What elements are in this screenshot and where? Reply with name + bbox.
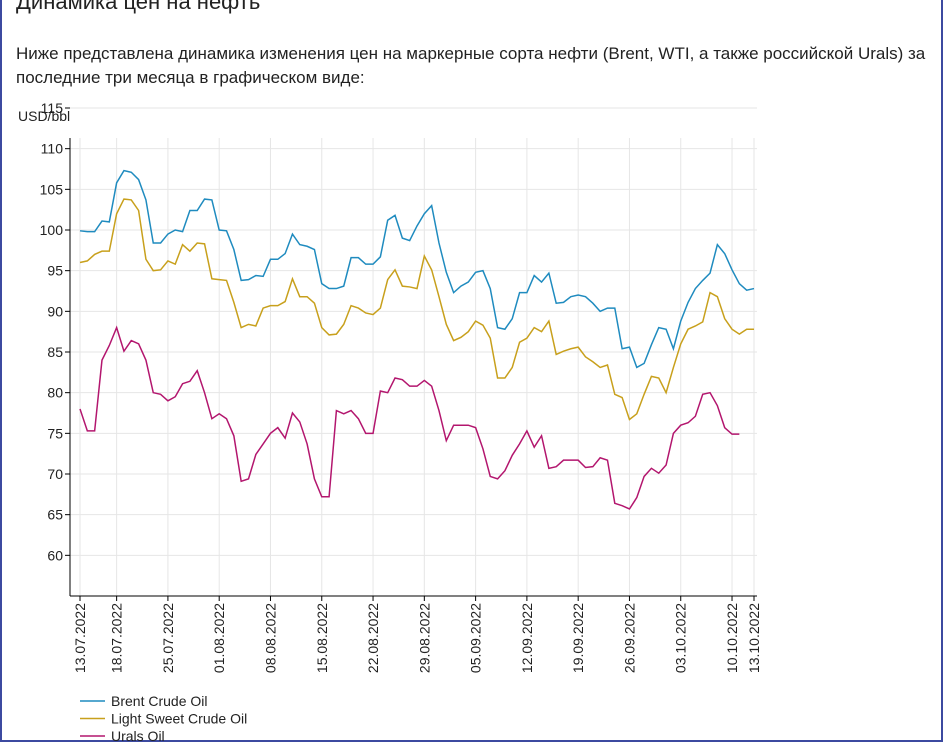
x-tick-label: 03.10.2022 <box>673 603 689 673</box>
legend-label: Urals Oil <box>111 728 165 744</box>
y-tick-label: 75 <box>47 425 63 441</box>
legend-label: Light Sweet Crude Oil <box>111 711 247 727</box>
x-tick-label: 01.08.2022 <box>211 603 227 673</box>
y-tick-label: 70 <box>47 466 63 482</box>
x-tick-label: 25.07.2022 <box>160 603 176 673</box>
y-tick-label: 80 <box>47 385 63 401</box>
y-tick-label: 85 <box>47 344 63 360</box>
y-tick-label: 110 <box>41 141 64 157</box>
x-tick-label: 19.09.2022 <box>570 603 586 673</box>
series-line <box>79 169 755 369</box>
series-line <box>79 198 754 421</box>
heading: Динамика цен на нефть <box>16 0 261 14</box>
x-tick-label: 22.08.2022 <box>365 603 381 673</box>
legend-label: Brent Crude Oil <box>111 693 207 709</box>
y-tick-label: 60 <box>47 547 63 563</box>
x-tick-label: 10.10.2022 <box>724 603 740 673</box>
y-axis-label: USD/bbl <box>18 108 70 124</box>
y-tick-label: 65 <box>47 507 63 523</box>
x-tick-label: 18.07.2022 <box>109 603 125 673</box>
y-tick-label: 105 <box>40 181 64 197</box>
x-tick-label: 05.09.2022 <box>468 603 484 673</box>
y-tick-label: 100 <box>40 222 64 238</box>
series-line <box>79 325 740 510</box>
x-tick-label: 15.08.2022 <box>314 603 330 673</box>
intro-text: Ниже представлена динамика изменения цен… <box>16 44 926 87</box>
x-tick-label: 13.10.2022 <box>746 603 762 673</box>
y-tick-label: 95 <box>47 263 63 279</box>
x-tick-label: 29.08.2022 <box>416 603 432 673</box>
y-tick-label: 115 <box>41 100 64 116</box>
x-tick-label: 26.09.2022 <box>621 603 637 673</box>
y-tick-label: 90 <box>47 303 63 319</box>
x-tick-label: 13.07.2022 <box>72 603 88 673</box>
x-tick-label: 12.09.2022 <box>519 603 535 673</box>
x-tick-label: 08.08.2022 <box>262 603 278 673</box>
